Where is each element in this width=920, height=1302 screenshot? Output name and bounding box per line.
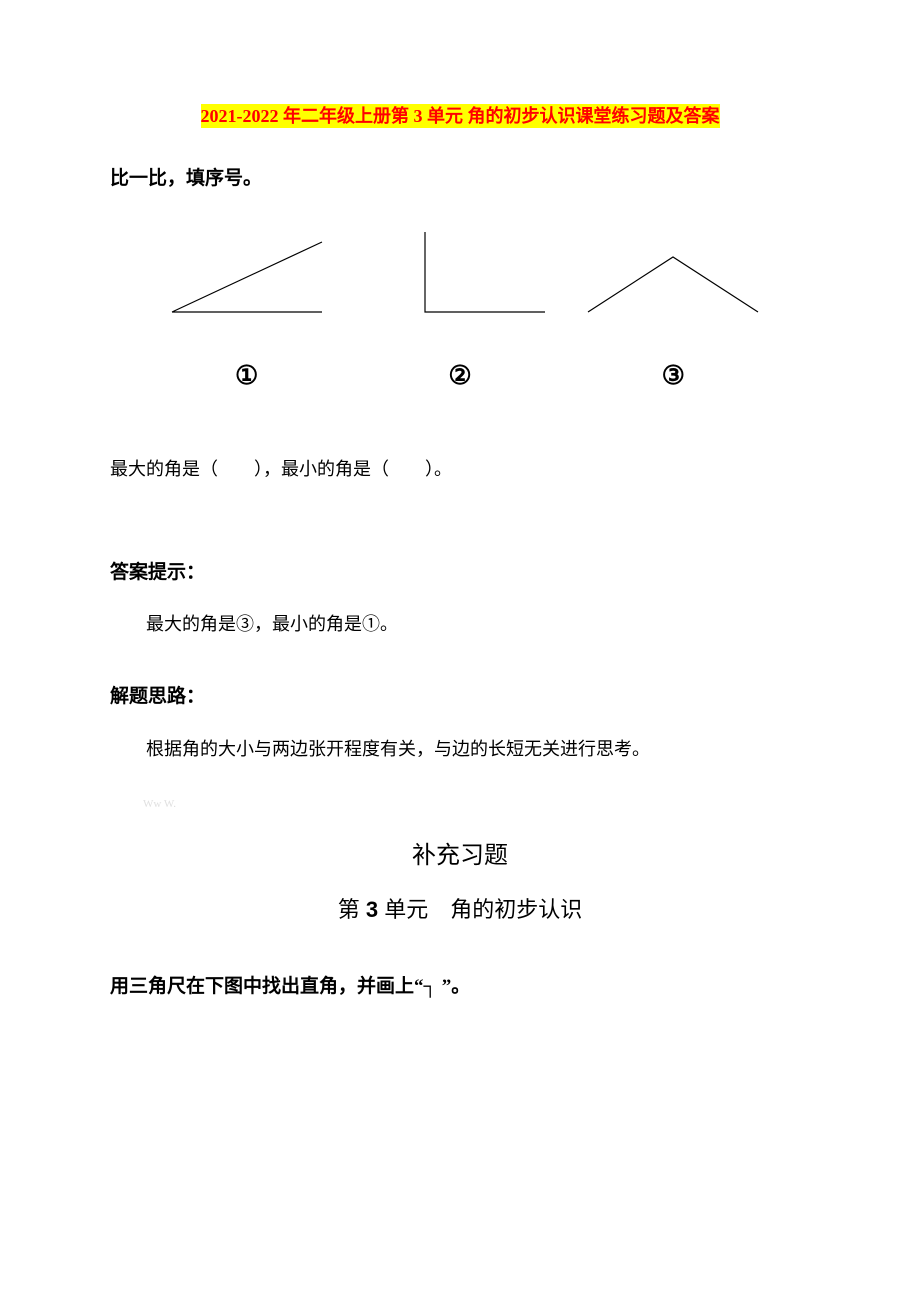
angle-item-2: ②	[370, 227, 550, 399]
unit-number: 3	[366, 897, 378, 922]
supplement-title: 补充习题	[110, 835, 810, 878]
angle-label-3: ③	[662, 352, 685, 399]
angle-label-1: ①	[235, 352, 258, 399]
question-text: 最大的角是（ ），最小的角是（ ）。	[110, 453, 810, 485]
instruction-text: 比一比，填序号。	[110, 162, 810, 196]
unit-suffix: 单元 角的初步认识	[378, 897, 582, 922]
acute-angle-icon	[157, 227, 337, 327]
angles-diagram-container: ① ② ③	[140, 227, 780, 399]
solution-text: 根据角的大小与两边张开程度有关，与边的长短无关进行思考。	[110, 733, 810, 765]
right-angle-symbol: ┐	[424, 976, 437, 997]
triangle-task-text: 用三角尺在下图中找出直角，并画上“┐ ”。	[110, 970, 810, 1004]
angle-item-3: ③	[583, 227, 763, 399]
task-prefix: 用三角尺在下图中找出直角，并画上“	[110, 976, 424, 997]
angle-item-1: ①	[157, 227, 337, 399]
task-suffix: ”。	[437, 976, 470, 997]
angle-label-2: ②	[448, 352, 471, 399]
solution-header: 解题思路：	[110, 680, 810, 714]
watermark-text: Ww W.	[110, 795, 810, 815]
right-angle-icon	[370, 227, 550, 327]
answer-text: 最大的角是③，最小的角是①。	[110, 608, 810, 640]
obtuse-angle-icon	[583, 227, 763, 327]
document-title: 2021-2022 年二年级上册第 3 单元 角的初步认识课堂练习题及答案	[110, 100, 810, 132]
unit-prefix: 第	[338, 897, 366, 922]
title-highlight: 2021-2022 年二年级上册第 3 单元 角的初步认识课堂练习题及答案	[201, 104, 720, 128]
unit-title: 第 3 单元 角的初步认识	[110, 890, 810, 930]
answer-header: 答案提示：	[110, 556, 810, 590]
